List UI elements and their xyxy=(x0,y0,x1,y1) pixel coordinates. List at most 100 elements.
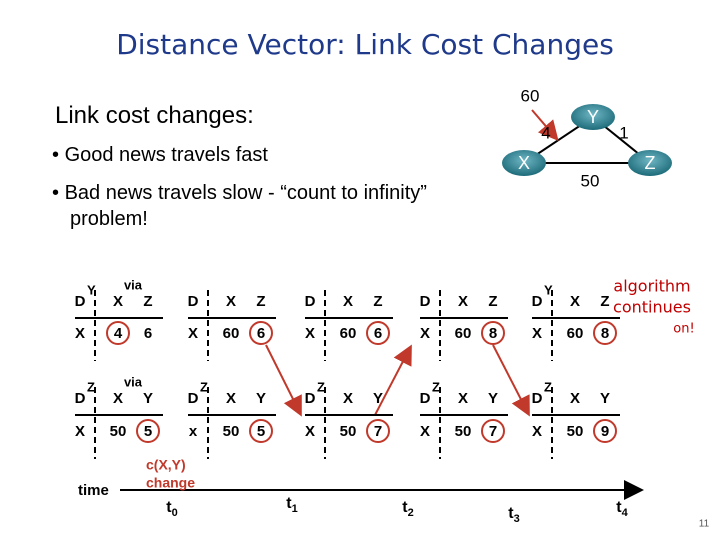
table-header: D xyxy=(420,293,431,310)
time-tick-base: t xyxy=(616,499,622,516)
table-cell: 50 xyxy=(110,423,127,440)
routing-table: YD X ZX 60 8 xyxy=(532,282,620,361)
table-header: D xyxy=(305,293,316,310)
time-tick-sub: 4 xyxy=(622,507,629,519)
table-cell: 6 xyxy=(144,325,152,342)
chosen-circle xyxy=(481,419,505,443)
bullet-text: Good news travels fast xyxy=(64,144,268,166)
time-label: time xyxy=(78,482,109,499)
time-tick: t4 xyxy=(616,499,628,519)
time-tick-base: t xyxy=(402,499,408,516)
continue-note: continues xyxy=(613,298,691,317)
table-header: Z xyxy=(256,293,265,310)
table-header: X xyxy=(458,390,468,407)
table-header: Y xyxy=(488,390,498,407)
time-tick: t0 xyxy=(166,499,177,519)
table-header: D xyxy=(420,390,431,407)
table-header: X xyxy=(226,293,236,310)
table-owner: Y xyxy=(544,282,553,297)
table-cell: 7 xyxy=(489,423,497,440)
node xyxy=(502,150,546,176)
table-cell: X xyxy=(305,325,315,342)
table-cell: 6 xyxy=(257,325,265,342)
table-header: D xyxy=(188,390,199,407)
time-tick: t2 xyxy=(402,499,413,519)
node-label: X xyxy=(518,153,530,173)
table-cell: 9 xyxy=(601,423,609,440)
table-header: X xyxy=(226,390,236,407)
table-cell: 5 xyxy=(144,423,152,440)
slide-title: Distance Vector: Link Cost Changes xyxy=(116,28,614,61)
routing-table: ZD X YX 50 7 xyxy=(420,379,508,459)
table-via: via xyxy=(124,277,143,292)
chosen-circle xyxy=(106,321,130,345)
node xyxy=(628,150,672,176)
table-owner: Z xyxy=(544,379,552,394)
update-arrow xyxy=(374,344,412,416)
continue-note: on! xyxy=(673,322,694,337)
table-header: X xyxy=(343,390,353,407)
table-header: X xyxy=(343,293,353,310)
table-owner: Z xyxy=(432,379,440,394)
table-header: Z xyxy=(373,293,382,310)
table-cell: 50 xyxy=(223,423,240,440)
node-label: Y xyxy=(587,107,599,127)
edge-label: 4 xyxy=(541,123,550,142)
table-cell: 5 xyxy=(257,423,265,440)
update-arrow xyxy=(492,344,530,417)
bullet: • Good news travels fast xyxy=(52,144,268,166)
table-cell: 6 xyxy=(374,325,382,342)
table-header: X xyxy=(113,293,123,310)
chosen-circle xyxy=(481,321,505,345)
node-label: Z xyxy=(645,153,656,173)
table-cell: X xyxy=(75,423,85,440)
table-cell: 60 xyxy=(567,325,584,342)
table-header: Z xyxy=(488,293,497,310)
table-owner: Z xyxy=(87,379,95,394)
table-cell: X xyxy=(188,325,198,342)
table-header: Z xyxy=(600,293,609,310)
chosen-circle xyxy=(136,419,160,443)
update-arrow xyxy=(265,344,302,417)
chosen-circle xyxy=(366,321,390,345)
edge-label: 1 xyxy=(619,123,628,142)
table-cell: 50 xyxy=(455,423,472,440)
table-owner: Y xyxy=(87,282,96,297)
table-cell: 8 xyxy=(601,325,609,342)
table-header: Y xyxy=(143,390,153,407)
network: X Y Z 60 4 1 50 xyxy=(502,86,672,190)
table-via: via xyxy=(124,374,143,389)
time-tick-sub: 1 xyxy=(292,503,298,515)
change-note: c(X,Y) xyxy=(146,457,186,473)
table-header: D xyxy=(188,293,199,310)
table-header: Z xyxy=(143,293,152,310)
continue-note: algorithm xyxy=(613,277,690,296)
chosen-circle xyxy=(593,419,617,443)
change-note: change xyxy=(146,475,195,491)
table-cell: 60 xyxy=(223,325,240,342)
heading: Link cost changes: xyxy=(55,102,254,129)
table-header: X xyxy=(570,390,580,407)
table-header: X xyxy=(113,390,123,407)
node xyxy=(571,104,615,130)
edge-label: 60 xyxy=(521,86,540,105)
chosen-circle xyxy=(249,419,273,443)
change-arrow xyxy=(531,109,559,142)
time-tick: t1 xyxy=(286,495,297,515)
table-owner: Z xyxy=(200,379,208,394)
table-cell: X xyxy=(532,423,542,440)
routing-table: ZD X YX 50 9 xyxy=(532,379,620,459)
time-tick-base: t xyxy=(166,499,172,516)
table-cell: 7 xyxy=(374,423,382,440)
table-header: Y xyxy=(600,390,610,407)
table-owner: Z xyxy=(317,379,325,394)
bullet: • Bad news travels slow - “count to infi… xyxy=(52,182,427,230)
routing-table: ZD X YX 50 7 xyxy=(305,379,393,459)
table-cell: 50 xyxy=(340,423,357,440)
time-tick: t3 xyxy=(508,505,519,525)
table-cell: X xyxy=(420,423,430,440)
page-number: 11 xyxy=(699,519,710,530)
